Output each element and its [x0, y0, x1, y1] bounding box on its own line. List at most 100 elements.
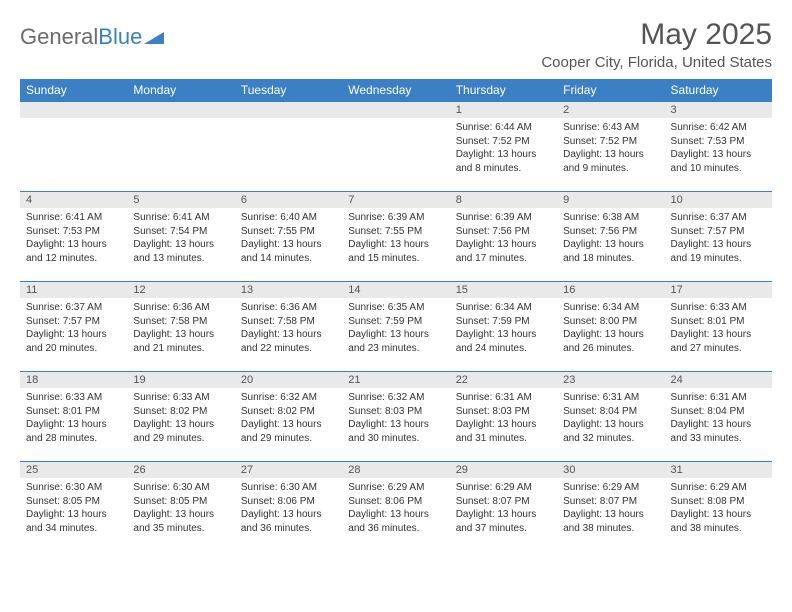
day-number: 26	[127, 462, 234, 478]
day-detail: Sunrise: 6:31 AMSunset: 8:04 PMDaylight:…	[557, 388, 664, 447]
calendar-cell: 29Sunrise: 6:29 AMSunset: 8:07 PMDayligh…	[450, 462, 557, 552]
calendar-cell: 30Sunrise: 6:29 AMSunset: 8:07 PMDayligh…	[557, 462, 664, 552]
calendar-week: 1Sunrise: 6:44 AMSunset: 7:52 PMDaylight…	[20, 102, 772, 192]
day-number: 3	[665, 102, 772, 118]
day-detail: Sunrise: 6:31 AMSunset: 8:04 PMDaylight:…	[665, 388, 772, 447]
day-detail: Sunrise: 6:37 AMSunset: 7:57 PMDaylight:…	[20, 298, 127, 357]
day-detail: Sunrise: 6:33 AMSunset: 8:02 PMDaylight:…	[127, 388, 234, 447]
calendar-cell: 7Sunrise: 6:39 AMSunset: 7:55 PMDaylight…	[342, 192, 449, 282]
calendar-cell: 23Sunrise: 6:31 AMSunset: 8:04 PMDayligh…	[557, 372, 664, 462]
day-detail: Sunrise: 6:41 AMSunset: 7:53 PMDaylight:…	[20, 208, 127, 267]
day-number: 22	[450, 372, 557, 388]
day-number: 17	[665, 282, 772, 298]
day-header: Tuesday	[235, 79, 342, 102]
day-detail: Sunrise: 6:32 AMSunset: 8:03 PMDaylight:…	[342, 388, 449, 447]
month-title: May 2025	[541, 18, 772, 52]
day-number: 21	[342, 372, 449, 388]
calendar-cell: 4Sunrise: 6:41 AMSunset: 7:53 PMDaylight…	[20, 192, 127, 282]
calendar-cell: 8Sunrise: 6:39 AMSunset: 7:56 PMDaylight…	[450, 192, 557, 282]
calendar-cell	[342, 102, 449, 192]
day-number: 6	[235, 192, 342, 208]
day-number: 13	[235, 282, 342, 298]
day-number: 1	[450, 102, 557, 118]
calendar-cell: 12Sunrise: 6:36 AMSunset: 7:58 PMDayligh…	[127, 282, 234, 372]
day-detail: Sunrise: 6:30 AMSunset: 8:06 PMDaylight:…	[235, 478, 342, 537]
calendar-cell: 27Sunrise: 6:30 AMSunset: 8:06 PMDayligh…	[235, 462, 342, 552]
calendar-cell: 15Sunrise: 6:34 AMSunset: 7:59 PMDayligh…	[450, 282, 557, 372]
day-detail: Sunrise: 6:29 AMSunset: 8:07 PMDaylight:…	[557, 478, 664, 537]
day-number	[235, 102, 342, 118]
calendar-cell: 9Sunrise: 6:38 AMSunset: 7:56 PMDaylight…	[557, 192, 664, 282]
calendar-cell: 26Sunrise: 6:30 AMSunset: 8:05 PMDayligh…	[127, 462, 234, 552]
day-number: 20	[235, 372, 342, 388]
day-number	[127, 102, 234, 118]
calendar-cell: 19Sunrise: 6:33 AMSunset: 8:02 PMDayligh…	[127, 372, 234, 462]
calendar-cell: 2Sunrise: 6:43 AMSunset: 7:52 PMDaylight…	[557, 102, 664, 192]
calendar-cell: 24Sunrise: 6:31 AMSunset: 8:04 PMDayligh…	[665, 372, 772, 462]
calendar-cell: 1Sunrise: 6:44 AMSunset: 7:52 PMDaylight…	[450, 102, 557, 192]
day-header: Friday	[557, 79, 664, 102]
day-detail: Sunrise: 6:34 AMSunset: 7:59 PMDaylight:…	[450, 298, 557, 357]
calendar-cell: 6Sunrise: 6:40 AMSunset: 7:55 PMDaylight…	[235, 192, 342, 282]
calendar-week: 4Sunrise: 6:41 AMSunset: 7:53 PMDaylight…	[20, 192, 772, 282]
day-number: 15	[450, 282, 557, 298]
logo-triangle-icon	[144, 28, 164, 44]
calendar-week: 25Sunrise: 6:30 AMSunset: 8:05 PMDayligh…	[20, 462, 772, 552]
day-detail: Sunrise: 6:42 AMSunset: 7:53 PMDaylight:…	[665, 118, 772, 177]
day-number: 4	[20, 192, 127, 208]
day-detail: Sunrise: 6:36 AMSunset: 7:58 PMDaylight:…	[235, 298, 342, 357]
day-detail: Sunrise: 6:40 AMSunset: 7:55 PMDaylight:…	[235, 208, 342, 267]
day-number	[20, 102, 127, 118]
day-number: 2	[557, 102, 664, 118]
day-detail: Sunrise: 6:35 AMSunset: 7:59 PMDaylight:…	[342, 298, 449, 357]
day-number: 7	[342, 192, 449, 208]
day-header: Thursday	[450, 79, 557, 102]
day-number: 29	[450, 462, 557, 478]
header: GeneralBlue May 2025 Cooper City, Florid…	[20, 18, 772, 71]
day-detail: Sunrise: 6:44 AMSunset: 7:52 PMDaylight:…	[450, 118, 557, 177]
day-number: 25	[20, 462, 127, 478]
day-detail: Sunrise: 6:41 AMSunset: 7:54 PMDaylight:…	[127, 208, 234, 267]
calendar-table: SundayMondayTuesdayWednesdayThursdayFrid…	[20, 79, 772, 552]
calendar-cell: 5Sunrise: 6:41 AMSunset: 7:54 PMDaylight…	[127, 192, 234, 282]
calendar-cell: 11Sunrise: 6:37 AMSunset: 7:57 PMDayligh…	[20, 282, 127, 372]
location-subtitle: Cooper City, Florida, United States	[541, 54, 772, 71]
day-number: 24	[665, 372, 772, 388]
day-header: Saturday	[665, 79, 772, 102]
day-detail: Sunrise: 6:32 AMSunset: 8:02 PMDaylight:…	[235, 388, 342, 447]
day-detail: Sunrise: 6:36 AMSunset: 7:58 PMDaylight:…	[127, 298, 234, 357]
day-detail: Sunrise: 6:31 AMSunset: 8:03 PMDaylight:…	[450, 388, 557, 447]
day-detail: Sunrise: 6:29 AMSunset: 8:06 PMDaylight:…	[342, 478, 449, 537]
day-number: 12	[127, 282, 234, 298]
calendar-cell: 21Sunrise: 6:32 AMSunset: 8:03 PMDayligh…	[342, 372, 449, 462]
calendar-cell: 25Sunrise: 6:30 AMSunset: 8:05 PMDayligh…	[20, 462, 127, 552]
logo: GeneralBlue	[20, 18, 164, 50]
day-header: Sunday	[20, 79, 127, 102]
day-number: 8	[450, 192, 557, 208]
calendar-cell: 17Sunrise: 6:33 AMSunset: 8:01 PMDayligh…	[665, 282, 772, 372]
calendar-week: 18Sunrise: 6:33 AMSunset: 8:01 PMDayligh…	[20, 372, 772, 462]
day-number: 27	[235, 462, 342, 478]
logo-text-2: Blue	[98, 24, 142, 50]
calendar-cell	[20, 102, 127, 192]
day-detail: Sunrise: 6:29 AMSunset: 8:07 PMDaylight:…	[450, 478, 557, 537]
day-detail: Sunrise: 6:30 AMSunset: 8:05 PMDaylight:…	[20, 478, 127, 537]
calendar-body: 1Sunrise: 6:44 AMSunset: 7:52 PMDaylight…	[20, 102, 772, 552]
day-number: 5	[127, 192, 234, 208]
calendar-cell: 13Sunrise: 6:36 AMSunset: 7:58 PMDayligh…	[235, 282, 342, 372]
day-detail: Sunrise: 6:38 AMSunset: 7:56 PMDaylight:…	[557, 208, 664, 267]
logo-text-1: General	[20, 24, 98, 50]
day-detail: Sunrise: 6:34 AMSunset: 8:00 PMDaylight:…	[557, 298, 664, 357]
calendar-cell	[127, 102, 234, 192]
day-header: Monday	[127, 79, 234, 102]
calendar-cell: 28Sunrise: 6:29 AMSunset: 8:06 PMDayligh…	[342, 462, 449, 552]
day-number: 28	[342, 462, 449, 478]
day-number: 16	[557, 282, 664, 298]
calendar-header-row: SundayMondayTuesdayWednesdayThursdayFrid…	[20, 79, 772, 102]
day-detail: Sunrise: 6:39 AMSunset: 7:56 PMDaylight:…	[450, 208, 557, 267]
day-detail: Sunrise: 6:33 AMSunset: 8:01 PMDaylight:…	[665, 298, 772, 357]
calendar-cell: 10Sunrise: 6:37 AMSunset: 7:57 PMDayligh…	[665, 192, 772, 282]
calendar-cell: 20Sunrise: 6:32 AMSunset: 8:02 PMDayligh…	[235, 372, 342, 462]
day-detail: Sunrise: 6:29 AMSunset: 8:08 PMDaylight:…	[665, 478, 772, 537]
day-number: 9	[557, 192, 664, 208]
